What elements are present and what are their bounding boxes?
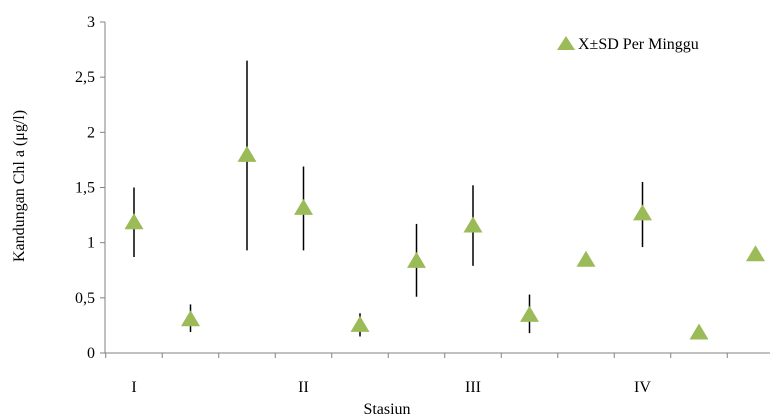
data-point-triangle: [576, 250, 596, 267]
y-tick-label: 1,5: [75, 180, 95, 197]
data-point-triangle: [463, 216, 483, 233]
x-tick-label: III: [465, 379, 481, 396]
y-ticks: 0 0,5 1 1,5 2 2,5 3: [75, 14, 105, 362]
data-marks: [124, 60, 765, 340]
y-tick-label: 2: [87, 124, 95, 141]
y-axis-title: Kandungan Chl a (μg/l): [11, 110, 28, 262]
x-ticks: I II III IV: [105, 353, 728, 396]
y-tick-label: 1: [87, 235, 95, 252]
data-point-triangle: [124, 213, 144, 230]
data-point-triangle: [237, 145, 257, 162]
y-tick-label: 0: [87, 345, 95, 362]
x-tick-label: I: [131, 379, 136, 396]
legend: X±SD Per Minggu: [557, 36, 699, 53]
data-point-triangle: [294, 198, 313, 215]
data-point-triangle: [689, 323, 709, 340]
x-axis-title: Stasiun: [363, 401, 410, 418]
y-tick-label: 2,5: [75, 69, 95, 86]
data-point-triangle: [633, 204, 652, 221]
x-tick-label: II: [298, 379, 309, 396]
y-tick-label: 0,5: [75, 290, 95, 307]
x-tick-label: IV: [634, 379, 651, 396]
data-point-triangle: [520, 305, 539, 322]
data-point-triangle: [181, 310, 200, 327]
data-point-triangle: [350, 315, 370, 332]
data-point-triangle: [746, 245, 765, 262]
legend-marker: [557, 36, 575, 50]
legend-label: X±SD Per Minggu: [578, 36, 699, 53]
y-tick-label: 3: [87, 14, 95, 31]
axes: [104, 22, 770, 354]
data-point-triangle: [407, 251, 426, 268]
